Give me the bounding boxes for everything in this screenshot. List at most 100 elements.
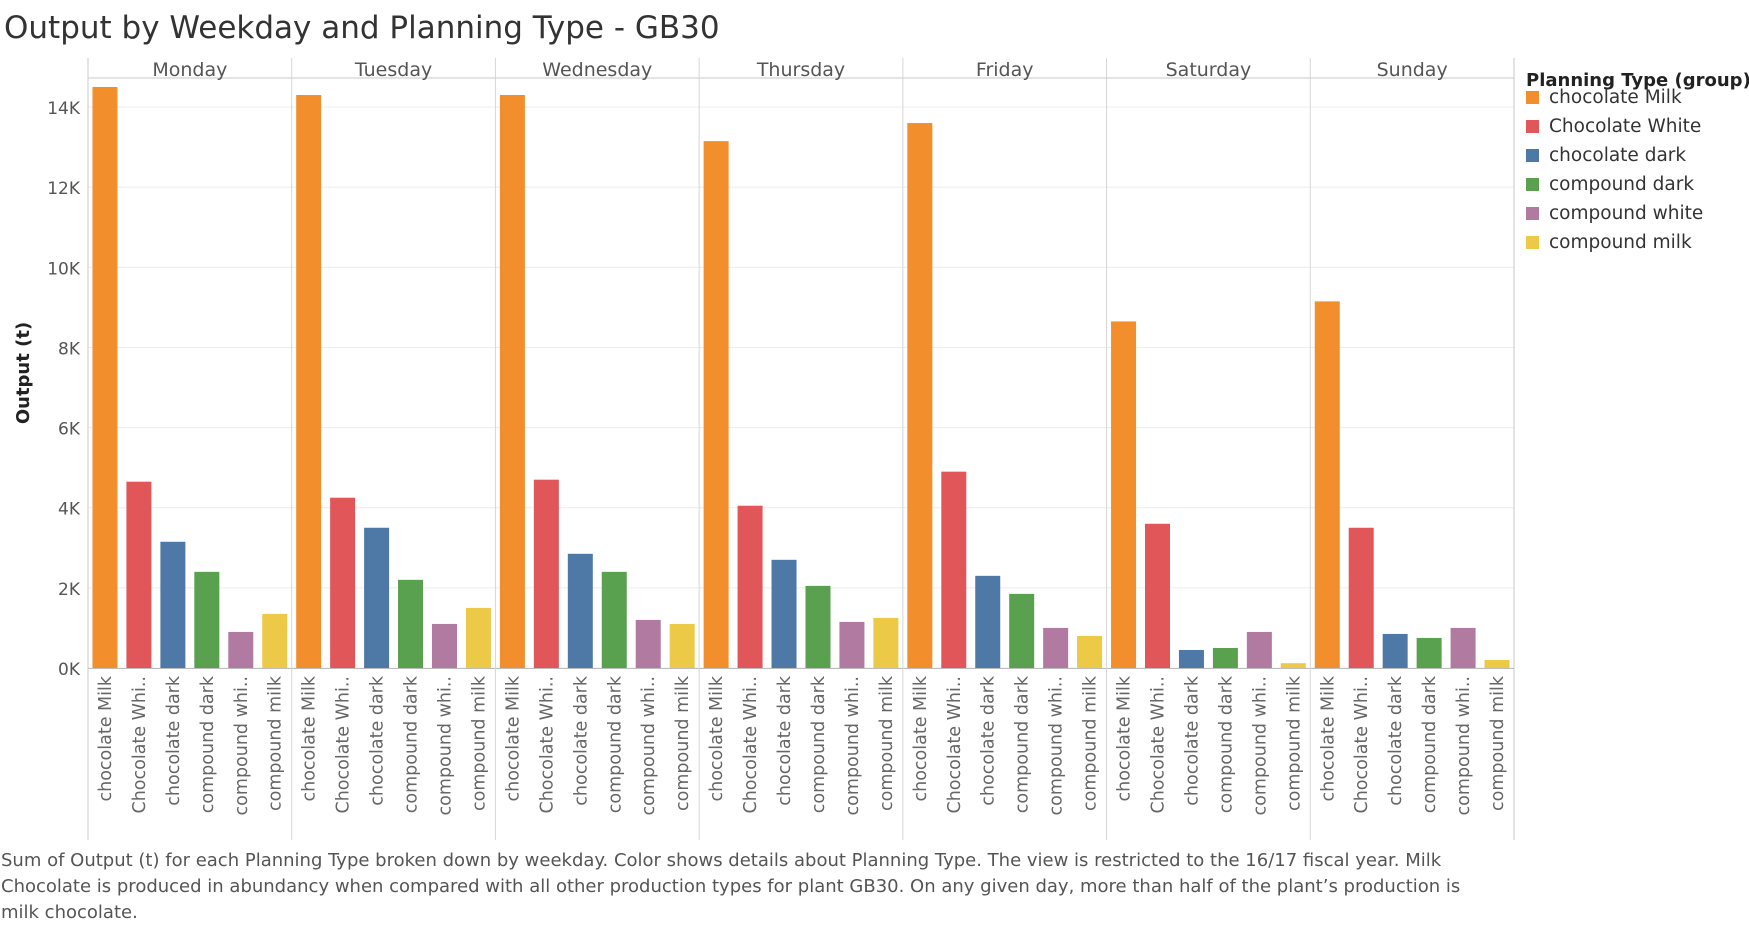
legend-label: compound dark (1549, 173, 1695, 195)
x-tick-label: chocolate Milk (300, 675, 320, 801)
bar-tuesday-chocolate-dark (364, 527, 390, 668)
x-tick-label: compound dark (1216, 675, 1236, 813)
bar-monday-chocolate-white (126, 481, 152, 668)
y-tick-label: 2K (58, 580, 81, 600)
x-tick-label: chocolate dark (979, 675, 999, 806)
bar-thursday-compound-white (839, 621, 865, 668)
legend-item-compound-dark[interactable]: compound dark (1526, 173, 1694, 195)
x-tick-label: compound milk (266, 675, 286, 811)
legend-label: compound milk (1549, 231, 1692, 253)
legend-label: chocolate Milk (1549, 86, 1682, 108)
panel-header-saturday: Saturday (1166, 59, 1252, 81)
x-tick-label: compound milk (877, 675, 897, 811)
y-tick-label: 10K (47, 259, 81, 279)
x-tick-label: compound milk (1488, 675, 1508, 811)
y-tick-label: 14K (47, 99, 81, 119)
x-tick-label: chocolate dark (571, 675, 591, 806)
x-tick-label: compound whi.. (1454, 676, 1474, 815)
y-tick-label: 12K (47, 179, 81, 199)
x-tick-label: chocolate dark (775, 675, 795, 806)
x-tick-label: compound milk (469, 675, 489, 811)
x-tick-label: Chocolate Whi.. (537, 676, 557, 814)
x-tick-label: compound milk (1081, 675, 1101, 811)
bar-wednesday-compound-dark (601, 571, 627, 668)
legend-swatch (1526, 206, 1539, 220)
bar-tuesday-chocolate-milk (296, 95, 322, 668)
bar-monday-chocolate-dark (160, 541, 186, 668)
x-tick-label: chocolate Milk (707, 675, 727, 801)
x-tick-label: chocolate Milk (911, 675, 931, 801)
x-tick-label: Chocolate Whi.. (945, 676, 965, 814)
bar-wednesday-chocolate-milk (499, 95, 525, 668)
x-tick-label: compound dark (605, 675, 625, 813)
panel-header-thursday: Thursday (756, 59, 845, 81)
bar-thursday-chocolate-dark (771, 559, 797, 668)
legend-item-chocolate-milk[interactable]: chocolate Milk (1526, 86, 1682, 108)
bar-tuesday-compound-dark (398, 579, 424, 668)
bar-saturday-compound-milk (1280, 663, 1306, 668)
panel-header-sunday: Sunday (1377, 59, 1448, 81)
bar-sunday-chocolate-white (1348, 527, 1374, 668)
x-tick-label: chocolate dark (164, 675, 184, 806)
panel-header-friday: Friday (976, 59, 1034, 81)
x-tick-label: Chocolate Whi.. (741, 676, 761, 814)
x-tick-label: chocolate dark (368, 675, 388, 806)
bar-sunday-compound-milk (1484, 659, 1510, 668)
legend-swatch (1526, 235, 1539, 249)
y-tick-label: 4K (58, 500, 81, 520)
x-tick-label: compound whi.. (1047, 676, 1067, 815)
chart-title: Output by Weekday and Planning Type - GB… (4, 10, 720, 46)
x-tick-label: compound dark (198, 675, 218, 813)
x-tick-label: Chocolate Whi.. (1149, 676, 1169, 814)
bar-wednesday-compound-milk (669, 623, 695, 668)
panel-header-tuesday: Tuesday (354, 59, 432, 81)
bar-thursday-compound-milk (873, 617, 899, 668)
x-tick-label: Chocolate Whi.. (334, 676, 354, 814)
bar-sunday-compound-dark (1416, 637, 1442, 668)
legend-item-compound-white[interactable]: compound white (1526, 202, 1703, 224)
bar-saturday-chocolate-milk (1111, 321, 1137, 668)
panel-header-wednesday: Wednesday (542, 59, 652, 81)
legend-swatch (1526, 119, 1539, 133)
x-tick-label: chocolate Milk (96, 675, 116, 801)
bar-tuesday-compound-milk (465, 607, 491, 668)
bar-friday-chocolate-white (941, 471, 967, 668)
legend-swatch (1526, 148, 1539, 162)
legend-label: Chocolate White (1549, 115, 1702, 137)
bar-friday-compound-dark (1009, 593, 1035, 668)
legend-item-chocolate-dark[interactable]: chocolate dark (1526, 144, 1686, 166)
bar-sunday-chocolate-milk (1314, 301, 1340, 668)
bar-friday-chocolate-milk (907, 123, 933, 669)
bar-monday-chocolate-milk (92, 87, 118, 669)
bar-monday-compound-white (228, 631, 254, 668)
chart-caption: Sum of Output (t) for each Planning Type… (1, 850, 1461, 923)
y-axis-label: Output (t) (13, 322, 34, 424)
x-tick-label: compound milk (1284, 675, 1304, 811)
bar-monday-compound-milk (262, 613, 288, 668)
y-tick-label: 6K (58, 420, 81, 440)
legend-item-chocolate-white[interactable]: Chocolate White (1526, 115, 1701, 137)
y-tick-label: 0K (58, 660, 81, 680)
bar-sunday-compound-white (1450, 627, 1476, 668)
legend-swatch (1526, 90, 1539, 104)
x-tick-label: chocolate dark (1182, 675, 1202, 806)
x-tick-label: compound dark (1013, 675, 1033, 813)
legend-item-compound-milk[interactable]: compound milk (1526, 231, 1692, 253)
bar-saturday-chocolate-dark (1178, 649, 1204, 668)
x-tick-label: compound whi.. (639, 676, 659, 815)
x-tick-label: compound dark (402, 675, 422, 813)
x-tick-label: chocolate Milk (503, 675, 523, 801)
bar-wednesday-chocolate-white (533, 479, 559, 668)
x-tick-label: compound milk (673, 675, 693, 811)
legend-label: chocolate dark (1549, 144, 1687, 166)
x-tick-label: Chocolate Whi.. (130, 676, 150, 814)
x-tick-label: compound whi.. (843, 676, 863, 815)
bar-saturday-compound-white (1246, 631, 1272, 668)
bar-friday-chocolate-dark (975, 575, 1001, 668)
bar-thursday-chocolate-milk (703, 141, 729, 669)
x-tick-label: compound dark (809, 675, 829, 813)
legend-label: compound white (1549, 202, 1704, 224)
x-tick-label: compound whi.. (436, 676, 456, 815)
x-tick-label: chocolate dark (1386, 675, 1406, 806)
